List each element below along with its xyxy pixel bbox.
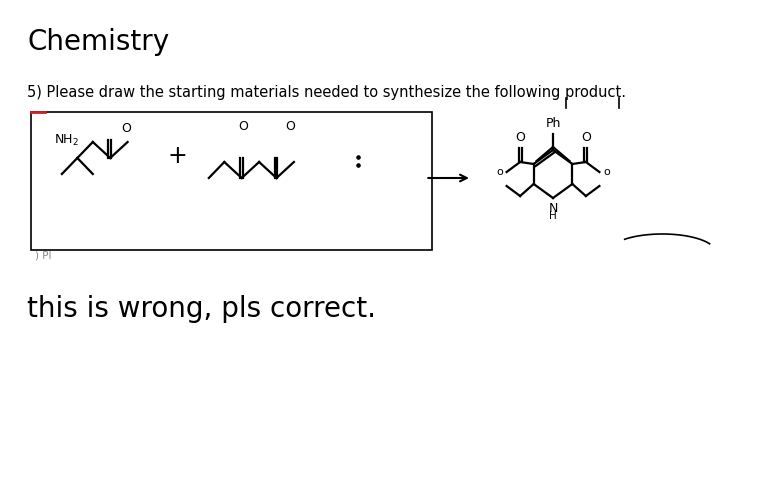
Text: N: N: [548, 202, 558, 215]
Text: ) Pl: ) Pl: [35, 251, 51, 261]
Text: O: O: [515, 131, 525, 144]
Text: NH$_2$: NH$_2$: [54, 132, 79, 148]
Text: this is wrong, pls correct.: this is wrong, pls correct.: [27, 295, 376, 323]
Text: O: O: [121, 122, 131, 136]
Text: +: +: [167, 144, 187, 168]
Text: O: O: [285, 120, 295, 134]
Text: O: O: [581, 131, 591, 144]
Text: Ph: Ph: [545, 117, 561, 130]
Text: O: O: [239, 120, 249, 134]
Bar: [31, 112, 432, 250]
Text: 5) Please draw the starting materials needed to synthesize the following product: 5) Please draw the starting materials ne…: [27, 85, 626, 100]
Text: o: o: [604, 167, 610, 177]
Text: o: o: [496, 167, 503, 177]
Text: Chemistry: Chemistry: [27, 28, 169, 56]
Text: H: H: [549, 211, 557, 221]
